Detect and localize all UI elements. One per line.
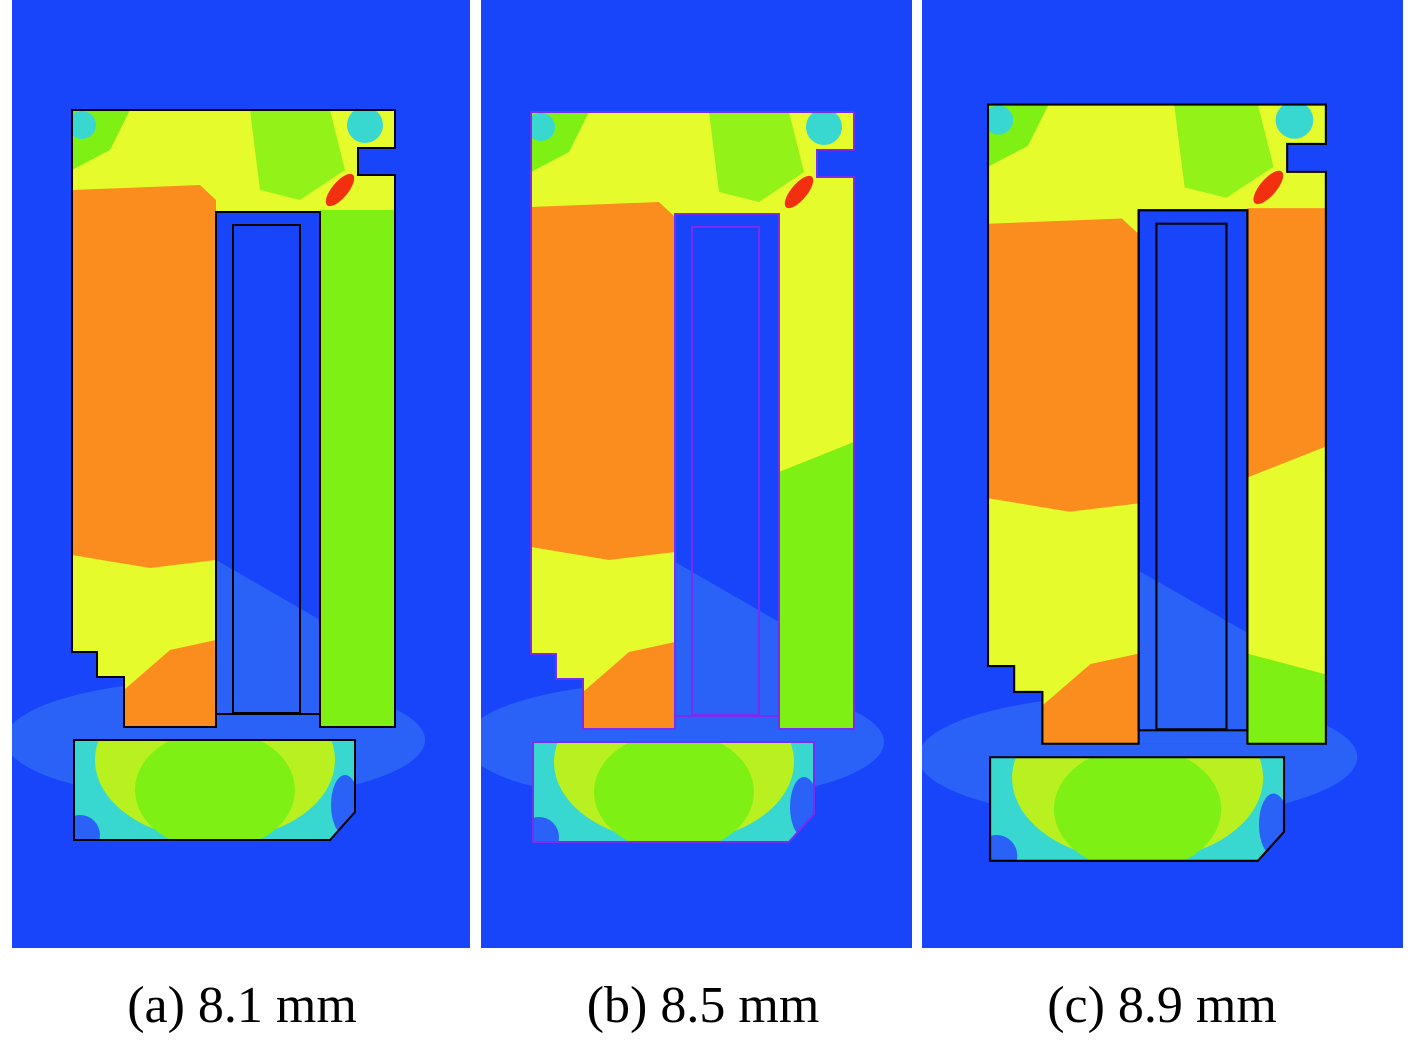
outer-part bbox=[988, 104, 1326, 744]
block-field bbox=[594, 742, 754, 842]
block-corner bbox=[533, 817, 559, 842]
outline bbox=[1155, 222, 1228, 731]
block-corner bbox=[74, 815, 100, 840]
orange-region bbox=[124, 640, 216, 727]
block-field bbox=[135, 740, 295, 840]
hotspot bbox=[784, 175, 814, 209]
block-corner bbox=[990, 834, 1018, 861]
orange-region bbox=[531, 202, 675, 560]
slot-shade bbox=[675, 562, 779, 729]
outline bbox=[532, 741, 815, 843]
corner-spot bbox=[1275, 104, 1314, 139]
panel bbox=[922, 103, 1358, 862]
outline bbox=[691, 226, 760, 716]
right-column-shade bbox=[320, 640, 395, 727]
outline bbox=[73, 739, 356, 841]
hotspot bbox=[325, 173, 355, 207]
panel-content bbox=[12, 109, 425, 841]
block-field bbox=[1053, 757, 1222, 861]
corner-spot bbox=[988, 105, 1014, 135]
bottom-block bbox=[533, 742, 814, 842]
panel-caption: (b) 8.5 mm bbox=[587, 977, 820, 1034]
green-region bbox=[250, 110, 345, 200]
slot-shade bbox=[1138, 570, 1248, 744]
slot-shade bbox=[216, 560, 320, 727]
outline bbox=[989, 756, 1286, 862]
outline bbox=[232, 224, 301, 714]
right-column-shade bbox=[1247, 653, 1326, 744]
panel bbox=[12, 109, 425, 841]
panel-content bbox=[481, 111, 884, 843]
orange-region bbox=[72, 185, 216, 568]
green-region bbox=[1174, 104, 1274, 198]
bottom-block bbox=[74, 740, 355, 840]
corner-spot bbox=[72, 111, 96, 139]
panel-caption: (c) 8.9 mm bbox=[1047, 977, 1277, 1034]
orange-region bbox=[583, 642, 675, 729]
orange-region bbox=[988, 218, 1139, 512]
orange-region bbox=[1042, 653, 1139, 744]
bottom-block bbox=[990, 757, 1285, 861]
corner-spot bbox=[531, 113, 555, 141]
right-column-shade bbox=[779, 642, 854, 729]
corner-spot bbox=[347, 110, 383, 143]
panel-content bbox=[922, 103, 1358, 862]
hotspot bbox=[1253, 170, 1284, 205]
panel-caption: (a) 8.1 mm bbox=[127, 977, 357, 1034]
green-region bbox=[709, 112, 804, 202]
corner-spot bbox=[806, 112, 842, 145]
panel bbox=[481, 111, 884, 843]
